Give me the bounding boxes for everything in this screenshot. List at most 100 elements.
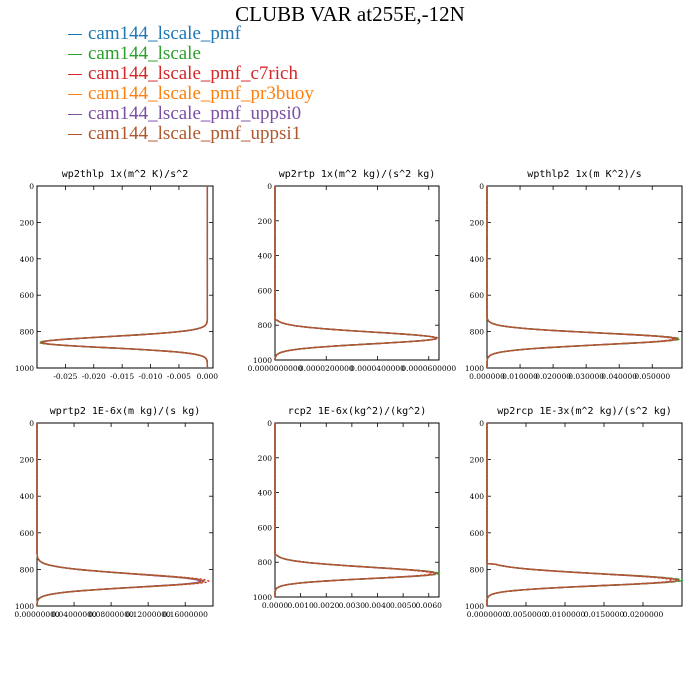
series-line-4: [274, 186, 438, 360]
x-tick-label: 0.0000200000: [299, 364, 354, 373]
series-line-5: [39, 186, 209, 368]
x-tick-label: 0.0060: [416, 601, 442, 610]
series-line-4: [39, 186, 209, 368]
series-line-3: [486, 423, 674, 606]
x-tick-label: 0.0000600000: [401, 364, 456, 373]
y-tick-label: 600: [470, 291, 485, 300]
legend-swatch: [68, 113, 82, 115]
series-line-2: [486, 423, 684, 606]
y-tick-label: 800: [20, 565, 35, 574]
legend-swatch: [68, 53, 82, 55]
series-line-5: [486, 186, 679, 368]
series-line-2: [37, 186, 209, 368]
y-tick-label: 200: [258, 454, 273, 463]
y-tick-label: 0: [479, 419, 484, 428]
legend-label: cam144_lscale_pmf_uppsi1: [88, 123, 302, 144]
y-tick-label: 600: [20, 291, 35, 300]
y-tick-label: 1000: [15, 602, 34, 611]
series-line-6: [274, 423, 438, 597]
y-tick-label: 0: [267, 182, 272, 191]
legend-entry: cam144_lscale_pmf_uppsi0: [68, 104, 314, 124]
figure-title: CLUBB VAR at255E,-12N: [235, 2, 465, 26]
y-tick-label: 1000: [253, 356, 272, 365]
x-tick-label: -0.020: [82, 372, 106, 381]
series-line-1: [486, 186, 679, 368]
series-line-3: [41, 186, 209, 368]
series-line-1: [274, 423, 438, 597]
x-tick-label: -0.010: [139, 372, 163, 381]
legend-entry: cam144_lscale: [68, 44, 314, 64]
series-line-6: [486, 186, 679, 368]
legend-swatch: [68, 133, 82, 135]
y-tick-label: 600: [20, 529, 35, 538]
series-line-4: [486, 186, 679, 368]
series-line-5: [36, 423, 202, 606]
y-tick-label: 1000: [15, 364, 34, 373]
x-tick-label: 0.000000: [469, 372, 505, 381]
x-tick-label: 0.0010: [288, 601, 314, 610]
chart-panel-3: wpthlp2 1x(m K^2)/s 0 200 400 600 800 10000.00…: [465, 169, 683, 381]
y-tick-label: 200: [470, 218, 485, 227]
y-tick-label: 200: [20, 218, 35, 227]
legend-label: cam144_lscale_pmf_uppsi0: [88, 103, 302, 124]
chart-panel-2: wp2rtp 1x(m^2 kg)/(s^2 kg) 0 200 400 600 800 1…: [248, 169, 457, 373]
chart-panel-6: wp2rcp 1E-3x(m^2 kg)/(s^2 kg) 0 200 400 600 8…: [465, 406, 684, 619]
x-tick-label: -0.005: [167, 372, 191, 381]
x-tick-label: 0.040000: [601, 372, 637, 381]
x-tick-label: 0.0200000: [623, 610, 664, 619]
legend-label: cam144_lscale_pmf_pr3buoy: [88, 83, 314, 104]
y-tick-label: 0: [479, 182, 484, 191]
x-tick-label: 0.010000: [502, 372, 538, 381]
panel-title: wp2rtp 1x(m^2 kg)/(s^2 kg): [279, 169, 436, 180]
legend-swatch: [68, 33, 82, 35]
plot-frame: [36, 185, 214, 369]
y-tick-label: 800: [470, 565, 485, 574]
series-line-4: [274, 423, 438, 597]
series-line-3: [486, 186, 675, 368]
x-tick-label: 0.0100000: [545, 610, 586, 619]
x-tick-label: 0.16000000: [163, 610, 209, 619]
y-tick-label: 400: [20, 255, 35, 264]
series-line-5: [486, 423, 680, 606]
x-tick-label: 0.12000000: [125, 610, 171, 619]
series-line-6: [486, 423, 680, 606]
chart-panel-4: wprtp2 1E-6x(m kg)/(s kg) 0 200 400 600 800 10…: [14, 406, 214, 619]
panel-title: wp2rcp 1E-3x(m^2 kg)/(s^2 kg): [497, 406, 672, 417]
x-tick-label: 0.000: [197, 372, 219, 381]
series-line-1: [486, 423, 680, 606]
series-line-1: [274, 186, 438, 360]
y-tick-label: 200: [470, 456, 485, 465]
series-line-4: [36, 423, 205, 606]
legend-entry: cam144_lscale_pmf_uppsi1: [68, 124, 314, 144]
x-tick-label: 0.0050: [390, 601, 416, 610]
series-line-6: [39, 186, 209, 368]
x-tick-label: -0.015: [110, 372, 134, 381]
legend: cam144_lscale_pmf cam144_lscale cam144_lsc…: [68, 24, 314, 144]
x-tick-label: 0.0040: [364, 601, 390, 610]
legend-label: cam144_lscale: [88, 43, 201, 64]
x-tick-label: 0.0000400000: [350, 364, 405, 373]
series-line-1: [36, 423, 205, 606]
legend-swatch: [68, 73, 82, 75]
plot-frame: [486, 185, 683, 369]
y-tick-label: 1000: [465, 602, 484, 611]
y-tick-label: 400: [258, 252, 273, 261]
legend-swatch: [68, 93, 82, 95]
x-tick-label: 0.0000000000: [248, 364, 303, 373]
x-tick-label: 0.0150000: [584, 610, 625, 619]
series-line-5: [274, 423, 438, 597]
series-line-4: [486, 423, 680, 606]
x-tick-label: 0.0000: [262, 601, 288, 610]
y-tick-label: 800: [470, 328, 485, 337]
x-tick-label: 0.0050000: [506, 610, 547, 619]
x-tick-label: 0.0030: [339, 601, 365, 610]
y-tick-label: 400: [470, 492, 485, 501]
series-line-2: [486, 186, 682, 368]
legend-entry: cam144_lscale_pmf_c7rich: [68, 64, 314, 84]
y-tick-label: 600: [258, 523, 273, 532]
chart-panel-5: rcp2 1E-6x(kg^2)/(kg^2) 0 200 400 600 800 1000…: [253, 406, 442, 610]
y-tick-label: 0: [29, 419, 34, 428]
x-tick-label: 0.08000000: [88, 610, 134, 619]
